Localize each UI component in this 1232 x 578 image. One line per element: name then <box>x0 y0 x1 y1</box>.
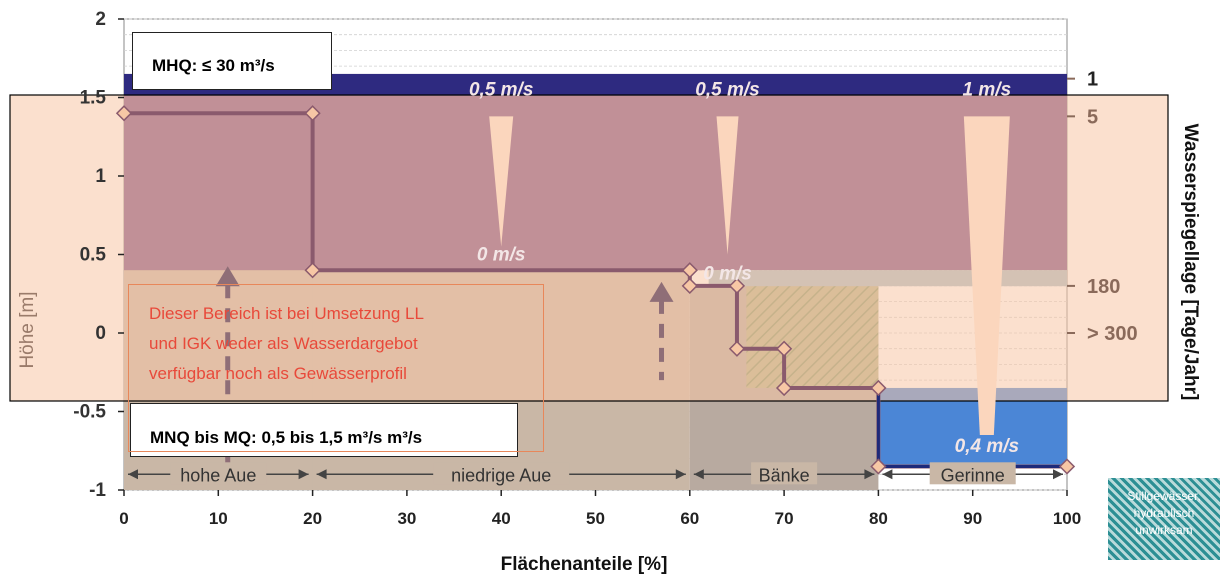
y-tick-label: -1 <box>89 480 106 501</box>
profile-vertex-marker <box>870 379 887 397</box>
y2-tick-label: > 300 <box>1087 323 1138 345</box>
zone-arrow-head <box>128 469 138 480</box>
x-tick-label: 40 <box>492 509 511 528</box>
profile-vertex-marker <box>115 105 133 122</box>
profile-vertex-marker <box>304 105 321 122</box>
velocity-cone <box>489 116 514 247</box>
arrow-head <box>649 281 674 302</box>
axes <box>118 18 1075 496</box>
zone-arrow-head <box>864 469 875 480</box>
x-axis-title: Flächenanteile [%] <box>500 554 668 575</box>
velocity-label: 1 m/s <box>963 80 1012 101</box>
y-tick-label: -0.5 <box>73 402 106 423</box>
arrow-head <box>215 266 240 287</box>
profile-vertex-marker <box>304 262 321 279</box>
profile-vertex-marker <box>870 458 887 475</box>
x-tick-label: 90 <box>963 509 982 528</box>
x-tick-label: 50 <box>586 509 605 528</box>
profile-vertex-marker <box>728 340 746 357</box>
zone-arrow-head <box>675 469 686 480</box>
velocity-label: 0,4 m/s <box>955 436 1019 457</box>
stillgewaesser-legend: Stillgewässer, hydraulisch unwirksam <box>1108 478 1220 560</box>
notice-line-1: Dieser Bereich ist bei Umsetzung LL <box>149 304 424 323</box>
y-tick-label: 1.5 <box>80 88 107 109</box>
y-tick-label: 0 <box>95 323 106 344</box>
zone-arrow-head <box>693 469 704 480</box>
notice-line-3: verfügbar noch als Gewässerprofil <box>149 364 407 383</box>
chart-text: 0 10 20 30 40 50 60 70 80 90 100 -1 -0.5 0 0.5 1 1.5 2 1 5 1… <box>73 9 1137 528</box>
velocity-label: 0 m/s <box>477 245 526 266</box>
zone-label: niedrige Aue <box>451 465 551 485</box>
y2-axis-title: Wasserspiegellage [Tage/Jahr] <box>1180 123 1201 401</box>
y2-tick-label: 1 <box>1087 69 1098 91</box>
mnq-label: MNQ bis MQ: 0,5 bis 1,5 m³/s m³/s <box>150 428 423 447</box>
x-tick-label: 100 <box>1053 509 1081 528</box>
mhq-label: MHQ: ≤ 30 m³/s <box>152 56 275 75</box>
profile-vertex-marker <box>681 262 698 279</box>
profile-vertex-marker <box>775 340 793 357</box>
zone-label-bg <box>929 462 1016 485</box>
zone-arrow-head <box>1053 469 1063 480</box>
stillgewaesser-line-3: unwirksam <box>1135 523 1193 537</box>
velocity-label: 0 m/s <box>703 263 752 284</box>
notice-line-2: und IGK weder als Wasserdargebot <box>149 334 418 353</box>
velocity-cones <box>215 116 1010 475</box>
x-tick-label: 30 <box>397 509 416 528</box>
x-tick-label: 60 <box>680 509 699 528</box>
velocity-cone <box>716 116 739 255</box>
zone-label-bg <box>751 462 818 485</box>
y-tick-label: 1 <box>95 166 106 187</box>
y2-tick-label: 5 <box>1087 106 1098 128</box>
zone-label: hohe Aue <box>180 465 256 485</box>
zone-arrow-head <box>882 469 893 480</box>
zone-label: Gerinne <box>941 465 1005 485</box>
velocity-label: 0,5 m/s <box>695 80 759 101</box>
zone-arrow-head <box>298 469 309 480</box>
velocity-label: 0,5 m/s <box>469 80 533 101</box>
profile-vertex-marker <box>681 277 698 295</box>
notice-box: Dieser Bereich ist bei Umsetzung LL und … <box>128 284 544 452</box>
x-tick-label: 80 <box>869 509 888 528</box>
y-axis-title: Höhe [m] <box>17 291 38 369</box>
mhq-water-band <box>124 73 1067 96</box>
x-tick-label: 20 <box>303 509 322 528</box>
profile-vertex-marker <box>728 277 746 295</box>
mnq-label-box: MNQ bis MQ: 0,5 bis 1,5 m³/s m³/s <box>130 403 518 457</box>
y-tick-label: 0.5 <box>80 245 107 266</box>
stillgewaesser-line-1: Stillgewässer, <box>1127 489 1201 503</box>
zone-label-bg <box>433 462 570 485</box>
profile-lines <box>115 105 1076 475</box>
zone-arrow-head <box>316 469 327 480</box>
zone-label: Bänke <box>759 465 810 485</box>
x-tick-label: 0 <box>119 509 128 528</box>
mhq-label-box: MHQ: ≤ 30 m³/s <box>132 32 332 90</box>
profile-vertex-marker <box>1058 458 1076 475</box>
y2-tick-label: 180 <box>1087 276 1120 298</box>
velocity-cone <box>963 116 1010 436</box>
x-tick-label: 10 <box>209 509 228 528</box>
y-tick-label: 2 <box>95 9 106 30</box>
x-tick-label: 70 <box>775 509 794 528</box>
zone-label-bg <box>170 462 267 485</box>
profile-vertex-marker <box>775 379 793 397</box>
stillgewaesser-line-2: hydraulisch <box>1133 506 1195 520</box>
